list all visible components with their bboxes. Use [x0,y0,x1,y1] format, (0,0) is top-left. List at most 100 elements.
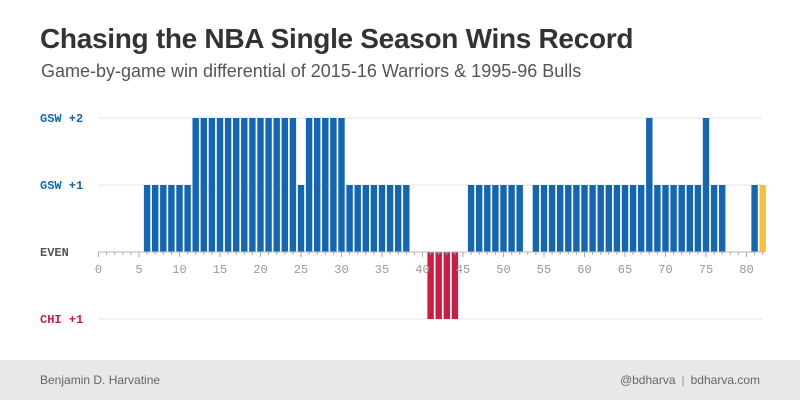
bar [662,185,669,252]
bar [265,118,272,252]
bar [427,252,434,319]
bar [281,118,288,252]
bar [629,185,637,252]
x-tick-label: 30 [334,263,348,277]
bar [605,185,612,252]
footer-site[interactable]: bdharva.com [690,373,760,387]
bar [233,118,240,252]
bar [484,185,491,252]
footer-separator: | [681,373,685,387]
bar [467,185,475,252]
bar [751,185,758,252]
bar [249,118,256,252]
win-differential-chart: 0 5 10 15 20 25 30 35 40 45 50 55 60 65 70 75 80 GSW +2G… [40,112,766,327]
bar [297,185,305,252]
x-tick-label: 0 [95,263,102,277]
bar [314,118,321,252]
x-tick-label: 70 [658,263,672,277]
bar [362,185,369,252]
y-tick-label: GSW +2 [40,112,83,126]
bar [694,185,702,252]
x-tick-label: 55 [537,263,551,277]
x-tick-label: 40 [415,263,429,277]
y-tick-label: CHI +1 [40,313,83,327]
x-tick-label: 15 [213,263,227,277]
bar [216,118,224,252]
bar [160,185,167,252]
bar [386,185,394,252]
bar [395,185,402,252]
bar [168,185,175,252]
bar [719,185,726,252]
bar [557,185,564,252]
x-tick-label: 45 [456,263,470,277]
bar [330,118,337,252]
footer-credits: @bdharva | bdharva.com [620,373,760,387]
bar [476,185,483,252]
x-tick-label: 80 [739,263,753,277]
x-tick-label: 65 [618,263,632,277]
x-tick-label: 60 [577,263,591,277]
chart-title: Chasing the NBA Single Season Wins Recor… [40,23,634,54]
bar [192,118,199,252]
bar [176,185,183,252]
bar [443,252,450,319]
bar [613,185,621,252]
x-tick-label: 75 [699,263,713,277]
bar [492,185,499,252]
y-axis-labels: GSW +2 GSW +1 EVEN CHI +1 [40,112,83,327]
bar [638,185,645,252]
x-tick-label: 10 [172,263,186,277]
bar [532,185,540,252]
bar [508,185,515,252]
bar [305,118,313,252]
bar [597,185,604,252]
bar [354,185,361,252]
bar [152,185,159,252]
bar [500,185,507,252]
bar [573,185,580,252]
bar [143,185,151,252]
x-tick-label: 50 [496,263,510,277]
bar [589,185,596,252]
bar [403,185,410,252]
bar [208,118,216,252]
bar [289,118,297,252]
bars-group [143,118,766,319]
x-tick-label: 35 [375,263,389,277]
bar [241,118,248,252]
bar [273,118,280,252]
bar [678,185,685,252]
bar [200,118,207,252]
bar [322,118,329,252]
bar [370,185,378,252]
bar [581,185,588,252]
bar [346,185,353,252]
footer-author: Benjamin D. Harvatine [40,373,161,387]
y-tick-label: EVEN [40,246,69,260]
y-tick-label: GSW +1 [40,179,83,193]
bar [621,185,629,252]
bar [338,118,345,252]
x-tick-label: 20 [253,263,267,277]
chart-subtitle: Game-by-game win differential of 2015-16… [41,61,582,81]
bar [686,185,693,252]
bar [516,185,523,252]
x-axis: 0 5 10 15 20 25 30 35 40 45 50 55 60 65 70 75 80 [95,251,765,277]
bar [540,185,548,252]
bar [451,252,459,319]
bar [670,185,677,252]
bar [224,118,232,252]
x-tick-label: 5 [135,263,142,277]
bar [646,118,653,252]
x-tick-label: 25 [294,263,308,277]
footer-handle[interactable]: @bdharva [619,373,676,387]
bar [654,185,661,252]
bar [257,118,264,252]
bar [184,185,191,252]
bar [435,252,442,319]
bar [378,185,386,252]
footer: Benjamin D. Harvatine @bdharva | bdharva.c… [0,360,800,400]
bar [548,185,556,252]
bar [565,185,572,252]
